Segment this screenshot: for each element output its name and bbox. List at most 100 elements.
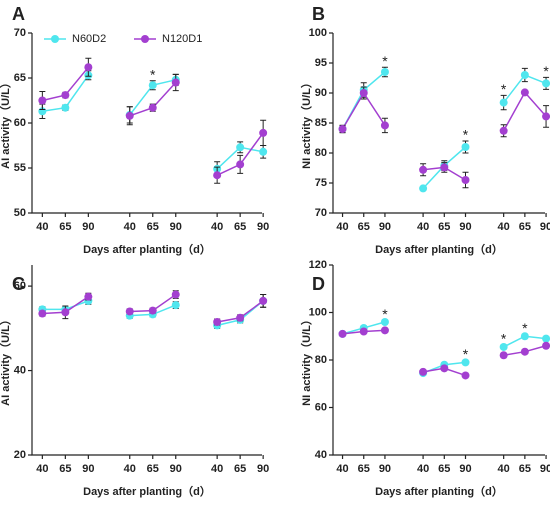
y-tick-label: 65 [14,72,26,84]
x-tick-label: 40 [417,463,429,475]
legend-label: N60D2 [72,33,106,45]
data-point [380,326,389,335]
x-tick-label: 65 [59,463,71,475]
data-point [61,103,70,112]
axis-line [332,265,545,456]
data-point [259,296,268,305]
data-point [380,318,389,326]
panel-label: C [12,274,25,294]
y-tick-label: 70 [14,27,26,39]
x-tick-label: 90 [379,463,391,475]
data-point [380,121,389,130]
data-point [359,89,368,97]
y-tick-label: 70 [315,207,327,219]
data-point [461,176,470,184]
data-point [213,318,222,326]
x-tick-label: 40 [336,221,348,233]
data-point [125,307,134,316]
data-point [259,147,268,156]
y-tick-label: 20 [14,449,26,461]
significance-mark: * [150,66,156,82]
significance-mark: * [501,81,507,97]
x-tick-label: 40 [36,221,48,233]
panel-label: D [312,274,325,294]
panel-label: A [12,4,25,24]
data-point [338,125,347,133]
x-tick-label: 65 [358,221,370,233]
x-tick-label: 90 [540,463,550,475]
x-axis-title: Days after planting（d） [83,485,211,498]
y-tick-label: 100 [309,27,327,39]
data-point [148,306,157,315]
data-point [259,128,268,137]
y-tick-label: 75 [315,177,327,189]
data-point [419,184,428,193]
y-tick-label: 50 [14,207,26,219]
x-tick-label: 65 [519,221,531,233]
y-tick-label: 90 [315,87,327,99]
data-point [461,143,470,151]
y-tick-label: 60 [315,401,327,413]
data-point [542,79,550,88]
data-point [84,292,93,301]
x-tick-label: 90 [257,463,269,475]
y-tick-label: 40 [315,449,327,461]
x-tick-label: 40 [498,463,510,475]
x-tick-label: 90 [170,221,182,233]
data-point [38,309,47,318]
data-point [520,71,529,79]
data-point [499,98,508,107]
legend-label: N120D1 [162,33,202,45]
panel-label: B [312,4,325,24]
y-axis-title: NI activity（U/L） [300,77,313,169]
y-tick-label: 95 [315,57,327,69]
data-point [125,111,134,120]
y-tick-label: 80 [315,354,327,366]
axis-line [31,33,262,214]
x-tick-label: 90 [82,221,94,233]
x-tick-label: 90 [459,221,471,233]
data-point [380,68,389,76]
data-point [171,78,180,87]
data-point [461,371,470,380]
data-point [148,81,157,90]
x-tick-label: 65 [147,221,159,233]
x-tick-label: 40 [124,463,136,475]
x-tick-label: 65 [519,463,531,475]
data-point [213,171,222,180]
x-tick-label: 90 [540,221,550,233]
y-axis-title: NI activity（U/L） [300,314,313,406]
y-tick-label: 85 [315,117,327,129]
x-tick-label: 65 [358,463,370,475]
data-point [542,112,550,121]
x-tick-label: 90 [257,221,269,233]
x-axis-title: Days after planting（d） [375,243,503,256]
x-axis-title: Days after planting（d） [375,485,503,498]
data-point [419,367,428,376]
significance-mark: * [522,320,528,336]
data-point [236,313,245,322]
data-point [61,308,70,317]
significance-mark: * [463,346,469,362]
data-point [419,165,428,174]
data-point [499,351,508,360]
x-tick-label: 65 [438,221,450,233]
data-point [84,63,93,72]
x-tick-label: 90 [379,221,391,233]
data-point [440,163,449,172]
data-point [236,160,245,169]
x-tick-label: 65 [438,463,450,475]
x-tick-label: 90 [170,463,182,475]
data-point [38,96,47,105]
significance-mark: * [382,306,388,322]
axis-line [332,33,545,214]
y-tick-label: 60 [14,280,26,292]
data-point [171,301,180,310]
x-tick-label: 90 [82,463,94,475]
data-point [542,341,550,350]
x-axis-title: Days after planting（d） [83,243,211,256]
y-tick-label: 100 [309,306,327,318]
data-point [171,290,180,299]
data-point [520,332,529,341]
data-point [499,342,508,351]
